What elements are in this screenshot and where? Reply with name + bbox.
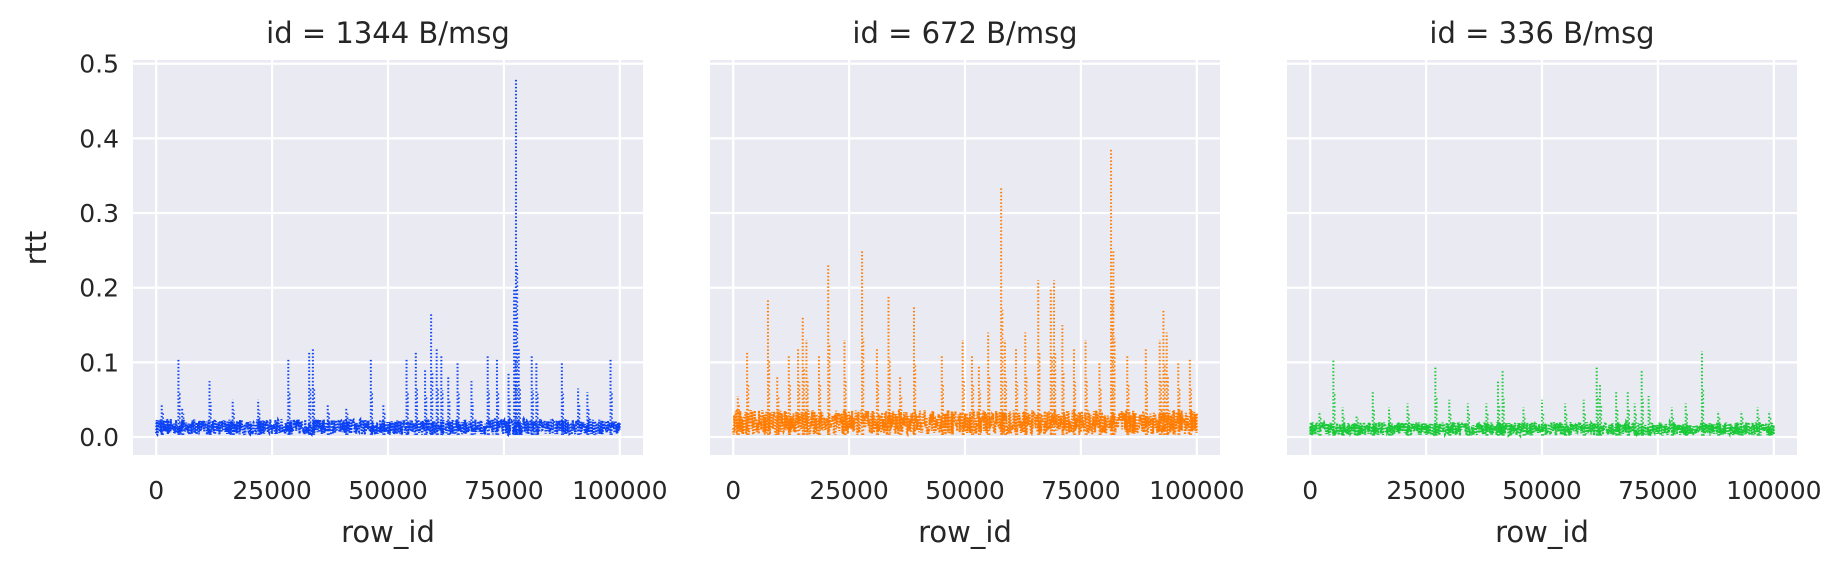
y-tick-label: 0.2: [79, 274, 119, 303]
facet-panel-2: 0 25000 50000 75000 100000 row_id id = 672 B/m…: [710, 16, 1245, 549]
y-axis-label: rtt: [19, 231, 53, 266]
x-tick-label: 0: [1302, 476, 1318, 505]
x-axis-label: row_id: [341, 515, 435, 549]
facet-title: id = 336 B/msg: [1429, 16, 1654, 50]
x-tick-label: 50000: [1502, 476, 1582, 505]
y-tick-label: 0.5: [79, 50, 119, 79]
x-tick-label: 0: [725, 476, 741, 505]
x-tick-label: 25000: [1386, 476, 1466, 505]
facet-title: id = 1344 B/msg: [266, 16, 510, 50]
facet-panel-1: 0 25000 50000 75000 100000 row_id id = 1344 B/…: [79, 16, 667, 549]
series-line: [155, 415, 621, 439]
x-tick-label: 0: [148, 476, 164, 505]
x-axis-label: row_id: [918, 515, 1012, 549]
x-tick-label: 75000: [1618, 476, 1698, 505]
x-tick-label: 75000: [464, 476, 544, 505]
x-axis-label: row_id: [1495, 515, 1589, 549]
x-tick-label: 50000: [348, 476, 428, 505]
y-tick-label: 0.0: [79, 423, 119, 452]
y-tick-label: 0.3: [79, 199, 119, 228]
x-tick-label: 50000: [925, 476, 1005, 505]
x-tick-label: 100000: [1726, 476, 1821, 505]
x-tick-label: 100000: [572, 476, 667, 505]
y-tick-label: 0.4: [79, 124, 119, 153]
x-tick-label: 75000: [1041, 476, 1121, 505]
x-tick-label: 25000: [809, 476, 889, 505]
facet-title: id = 672 B/msg: [852, 16, 1077, 50]
y-tick-label: 0.1: [79, 348, 119, 377]
x-tick-label: 100000: [1149, 476, 1244, 505]
facet-panel-3: 0 25000 50000 75000 100000 row_id id = 336 B/m…: [1287, 16, 1822, 549]
series-line: [732, 408, 1198, 439]
x-tick-label: 25000: [232, 476, 312, 505]
